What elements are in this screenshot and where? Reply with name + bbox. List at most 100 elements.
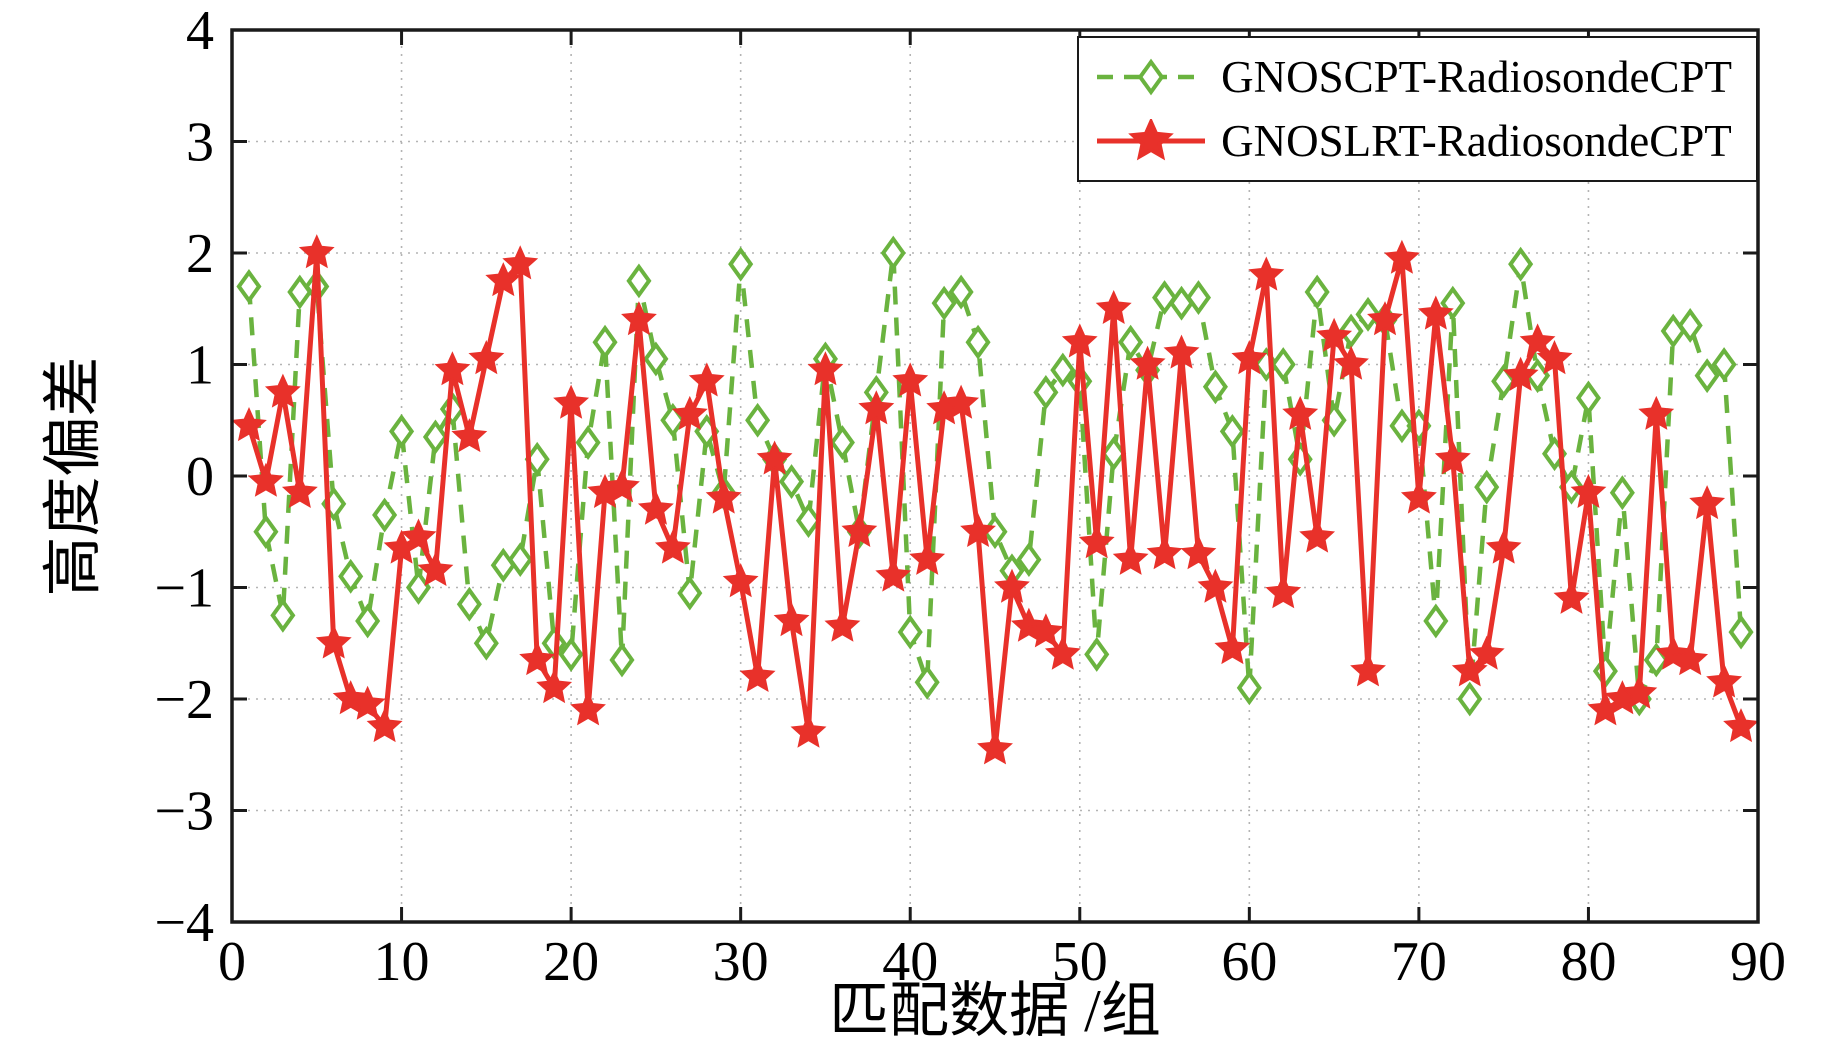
diamond-marker xyxy=(677,575,703,611)
star-marker xyxy=(536,669,573,704)
star-marker xyxy=(1417,295,1454,330)
diamond-marker xyxy=(575,425,601,460)
star-marker xyxy=(315,624,352,659)
diamond-marker xyxy=(1304,274,1330,310)
diamond-marker xyxy=(1202,369,1228,405)
diamond-marker xyxy=(1694,358,1720,394)
diamond-marker xyxy=(948,274,974,310)
diamond-marker xyxy=(422,419,449,455)
diamond-marker xyxy=(389,413,415,449)
diamond-marker xyxy=(914,664,940,700)
star-marker xyxy=(417,551,454,586)
star-marker xyxy=(739,657,776,692)
star-marker xyxy=(264,373,301,408)
y-axis-label: 高度偏差 xyxy=(40,356,107,596)
diamond-marker xyxy=(1728,614,1754,650)
diamond-marker xyxy=(592,324,618,360)
star-marker xyxy=(994,568,1030,603)
y-tick-label: 3 xyxy=(186,112,214,174)
diamond-marker xyxy=(1168,285,1195,321)
diamond-marker xyxy=(1084,636,1110,672)
x-axis-label: 匹配数据 /组 xyxy=(829,978,1161,1044)
star-marker xyxy=(621,301,657,336)
legend-label: GNOSCPT-RadiosondeCPT xyxy=(1221,52,1732,102)
star-marker xyxy=(1638,395,1675,430)
star-marker xyxy=(1146,535,1183,570)
diamond-marker xyxy=(473,625,499,661)
star-marker xyxy=(688,362,725,397)
star-marker xyxy=(281,473,318,508)
diamond-marker-icon xyxy=(1095,55,1207,99)
star-marker xyxy=(400,518,437,553)
star-marker xyxy=(637,490,674,525)
diamond-marker xyxy=(1270,347,1296,382)
star-marker xyxy=(553,384,590,419)
x-tick-label: 10 xyxy=(374,931,430,993)
y-tick-label: 0 xyxy=(186,446,214,508)
diamond-marker xyxy=(236,269,262,304)
diamond-marker xyxy=(1508,246,1534,282)
star-marker xyxy=(1723,708,1759,743)
star-marker xyxy=(1434,440,1471,475)
x-tick-label: 20 xyxy=(543,931,599,993)
star-marker xyxy=(1672,641,1709,676)
diamond-marker xyxy=(1016,542,1042,578)
legend-label: GNOSLRT-RadiosondeCPT xyxy=(1221,116,1732,166)
diamond-marker xyxy=(609,642,635,678)
diamond-marker xyxy=(745,402,771,438)
diamond-marker xyxy=(355,603,381,639)
star-marker xyxy=(960,512,996,547)
diamond-marker xyxy=(1711,347,1737,382)
star-marker xyxy=(1536,340,1573,375)
series-line-gnoslrt xyxy=(246,250,1744,752)
star-marker xyxy=(892,362,929,397)
star-marker xyxy=(790,713,827,748)
legend-item-gnoslrt: GNOSLRT-RadiosondeCPT xyxy=(1095,112,1732,170)
diamond-marker xyxy=(1033,374,1059,410)
diamond-marker xyxy=(1236,670,1262,706)
diamond-marker xyxy=(1152,280,1178,316)
diamond-marker xyxy=(728,246,754,282)
x-tick-label: 90 xyxy=(1730,931,1786,993)
star-marker xyxy=(841,512,878,547)
diamond-marker xyxy=(287,274,313,310)
y-tick-label: −1 xyxy=(154,558,214,620)
y-tick-label: 2 xyxy=(186,223,214,285)
star-marker xyxy=(519,641,556,676)
diamond-marker xyxy=(1660,313,1686,349)
diamond-marker xyxy=(1457,681,1483,717)
legend: GNOSCPT-RadiosondeCPT GNOSLRT-Radiosonde… xyxy=(1077,36,1758,182)
y-tick-label: −3 xyxy=(154,781,214,843)
diamond-marker xyxy=(338,558,364,594)
star-marker xyxy=(1095,289,1132,324)
star-marker xyxy=(1197,568,1234,603)
star-marker xyxy=(1282,395,1319,430)
star-marker xyxy=(671,395,708,430)
star-marker xyxy=(1214,629,1251,665)
star-marker xyxy=(1553,579,1590,614)
star-marker xyxy=(231,406,267,442)
diamond-marker xyxy=(1050,352,1076,388)
star-marker xyxy=(451,418,488,453)
diamond-marker xyxy=(507,542,533,578)
diamond-marker xyxy=(1474,469,1500,505)
diamond-marker xyxy=(897,614,923,650)
star-marker xyxy=(807,351,844,386)
star-marker xyxy=(1689,485,1726,520)
star-marker xyxy=(1400,479,1437,514)
star-marker xyxy=(1367,301,1403,336)
diamond-marker xyxy=(795,503,822,539)
diamond-marker xyxy=(778,464,805,499)
star-marker xyxy=(756,440,793,475)
diamond-marker xyxy=(1185,280,1212,316)
x-tick-label: 60 xyxy=(1221,931,1277,993)
star-marker xyxy=(1502,356,1539,391)
star-marker xyxy=(1333,345,1369,380)
x-tick-label: 0 xyxy=(218,931,246,993)
star-marker xyxy=(502,245,539,280)
diamond-marker xyxy=(405,570,432,605)
diamond-marker xyxy=(490,547,516,583)
diamond-marker xyxy=(270,597,296,633)
star-marker xyxy=(1129,345,1166,380)
